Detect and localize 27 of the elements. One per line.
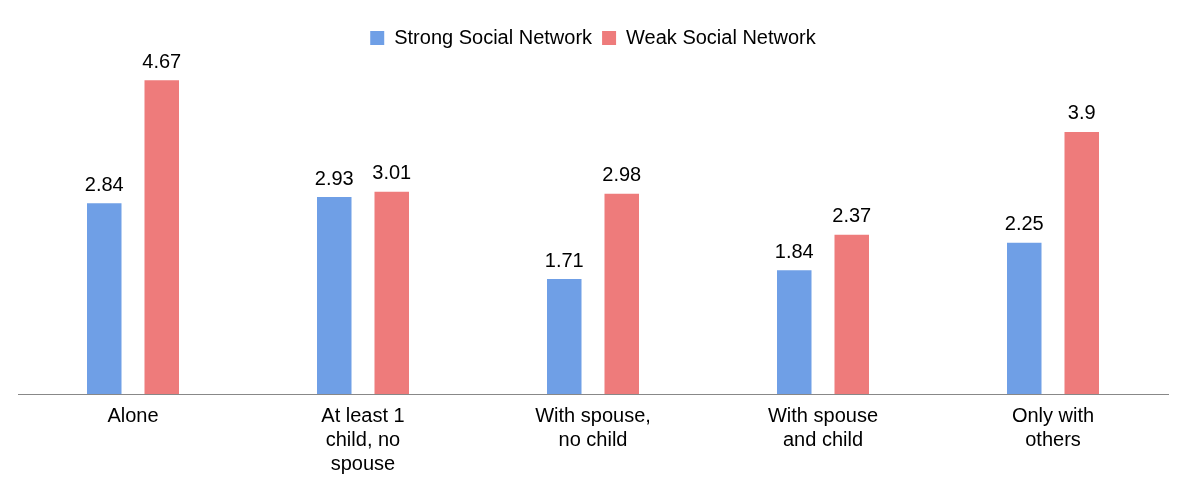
bar	[834, 234, 869, 394]
x-tick-label: With spouse and child	[767, 403, 879, 450]
bar	[777, 270, 812, 394]
bar	[317, 197, 352, 394]
bar	[374, 191, 409, 394]
data-label: 2.84	[84, 172, 124, 195]
data-label: 1.84	[774, 239, 814, 262]
bar	[547, 279, 582, 394]
data-label: 4.67	[142, 49, 182, 72]
x-tick-label: With spouse, no child	[535, 403, 651, 450]
x-tick-label: Only with others	[1011, 403, 1095, 450]
data-label: 2.98	[602, 163, 642, 186]
bar	[604, 193, 639, 394]
data-label: 1.71	[544, 248, 584, 271]
bar	[1064, 131, 1099, 394]
x-tick-label: At least 1 child, no spouse	[321, 403, 405, 474]
data-label: 3.9	[1067, 101, 1096, 124]
data-label: 3.01	[372, 161, 412, 184]
legend-label: Strong Social Network	[394, 25, 594, 48]
bar	[144, 80, 179, 394]
data-label: 2.93	[314, 166, 354, 189]
data-label: 2.37	[832, 204, 872, 227]
bar	[1007, 242, 1042, 394]
legend-label: Weak Social Network	[626, 25, 817, 48]
data-label: 2.25	[1004, 212, 1044, 235]
x-tick-label: Alone	[107, 403, 159, 426]
bar	[87, 203, 122, 394]
